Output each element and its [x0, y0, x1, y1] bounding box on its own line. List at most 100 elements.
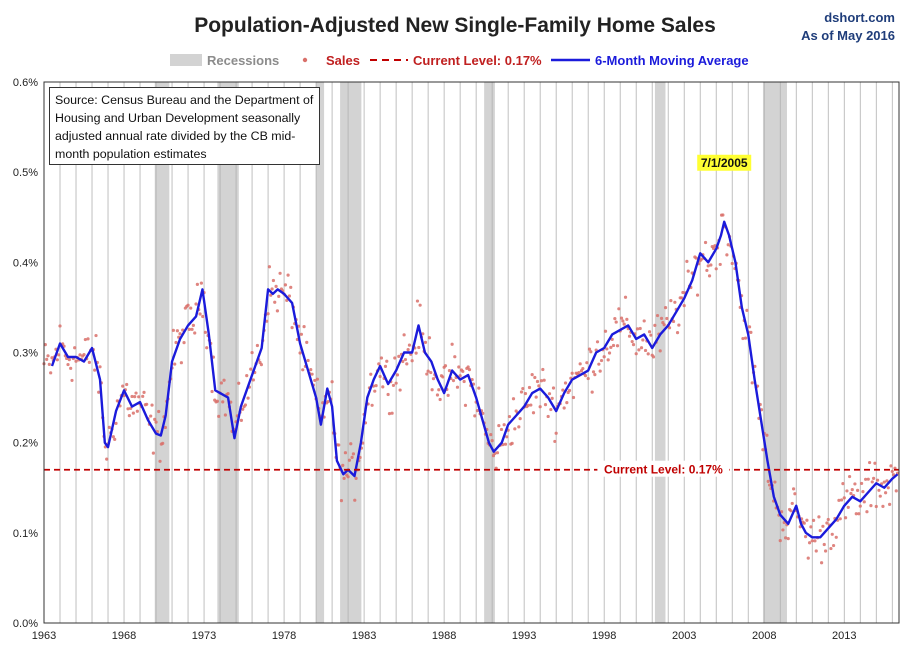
sales-point-380 [549, 407, 553, 412]
sales-point-473 [673, 300, 677, 304]
sales-point-530 [749, 330, 753, 334]
sales-point-375 [542, 378, 546, 382]
sales-point-70 [135, 409, 139, 413]
x-tick-1963: 1963 [32, 630, 56, 642]
sales-point-365 [529, 403, 533, 407]
sales-point-587 [825, 521, 829, 525]
sales-point-310 [455, 385, 460, 389]
sales-point-100 [175, 329, 179, 333]
sales-point-364 [527, 385, 532, 390]
sales-point-448 [639, 346, 644, 350]
sales-point-272 [405, 362, 409, 366]
recession-band-1 [217, 82, 239, 623]
sales-point-314 [461, 369, 465, 373]
sales-point-284 [421, 332, 425, 336]
sales-point-319 [467, 367, 472, 372]
sales-point-598 [839, 498, 844, 502]
sales-point-433 [619, 316, 624, 320]
sales-point-602 [845, 489, 849, 493]
sales-point-618 [866, 477, 870, 481]
sales-point-301 [443, 364, 448, 368]
sales-point-462 [658, 349, 662, 353]
sales-point-482 [685, 259, 689, 263]
sales-point-177 [278, 271, 282, 275]
sales-point-83 [153, 417, 157, 421]
sales-point-292 [431, 377, 436, 381]
y-tick-5: 0.5% [13, 167, 38, 179]
sales-point-460 [655, 313, 660, 318]
sales-point-582 [818, 528, 822, 533]
x-tick-1998: 1998 [592, 630, 616, 642]
sales-point-74 [141, 394, 145, 398]
sales-point-401 [577, 370, 581, 375]
sales-point-49 [107, 425, 111, 430]
sales-point-445 [635, 327, 640, 331]
sales-point-451 [643, 348, 648, 353]
sales-point-627 [878, 494, 882, 498]
sales-point-297 [438, 397, 442, 402]
sales-point-251 [377, 362, 381, 366]
sales-point-262 [391, 383, 396, 388]
sales-point-416 [597, 362, 601, 366]
sales-point-170 [269, 293, 273, 297]
x-axis-ticks: 1963 1968 1973 1978 1983 1988 1993 1998 2003 2008… [32, 630, 857, 642]
sales-point-613 [860, 481, 864, 486]
sales-point-109 [187, 327, 191, 332]
sales-point-326 [477, 386, 481, 390]
sales-point-30 [82, 353, 86, 357]
sales-point-453 [646, 352, 650, 356]
sales-point-592 [831, 543, 836, 548]
sales-point-318 [466, 365, 470, 369]
moving-average-line [50, 220, 899, 539]
sales-point-467 [665, 316, 669, 321]
sales-point-425 [609, 345, 613, 349]
sales-point-397 [571, 395, 576, 400]
sales-point-308 [453, 355, 457, 359]
sales-point-185 [289, 285, 293, 289]
sales-point-418 [599, 358, 604, 363]
sales-point-623 [873, 461, 877, 465]
sales-point-340 [495, 451, 500, 455]
sales-point-31 [83, 337, 87, 342]
sales-point-59 [121, 384, 125, 388]
sales-point-372 [538, 405, 542, 409]
peak-label-highlight [697, 154, 752, 171]
sales-point-271 [403, 357, 408, 362]
sales-point-368 [533, 375, 537, 380]
sales-point-18 [66, 362, 70, 367]
sales-point-135 [222, 378, 226, 382]
sales-point-291 [430, 388, 434, 392]
sales-point-366 [530, 373, 534, 377]
sales-point-423 [606, 358, 610, 362]
sales-point-160 [255, 343, 259, 348]
sales-point-480 [682, 304, 686, 308]
sales-point-155 [249, 367, 253, 371]
sales-point-261 [390, 411, 394, 415]
recession-band-5 [654, 82, 666, 623]
sales-point-39 [94, 333, 98, 338]
sales-point-394 [567, 388, 572, 393]
sales-point-479 [681, 290, 685, 295]
sales-point-475 [675, 331, 680, 335]
sales-point-407 [585, 361, 589, 365]
sales-point-439 [627, 334, 632, 338]
sales-point-454 [647, 330, 652, 334]
sales-point-167 [265, 319, 269, 323]
sales-point-2 [45, 357, 49, 361]
sales-point-544 [767, 483, 772, 487]
sales-point-19 [67, 358, 71, 362]
sales-point-457 [651, 355, 656, 359]
sales-point-450 [642, 319, 646, 323]
sales-point-47 [105, 457, 109, 461]
sales-point-102 [178, 332, 182, 336]
sales-point-192 [298, 351, 302, 355]
sales-point-426 [610, 337, 614, 341]
sales-point-151 [243, 403, 247, 407]
sales-point-542 [765, 433, 769, 437]
sales-point-84 [154, 420, 158, 424]
sales-point-578 [813, 539, 817, 543]
sales-point-586 [823, 549, 828, 553]
legend-sales-dot [302, 57, 308, 63]
sales-point-606 [850, 488, 854, 492]
y-tick-6: 0.6% [13, 77, 38, 89]
